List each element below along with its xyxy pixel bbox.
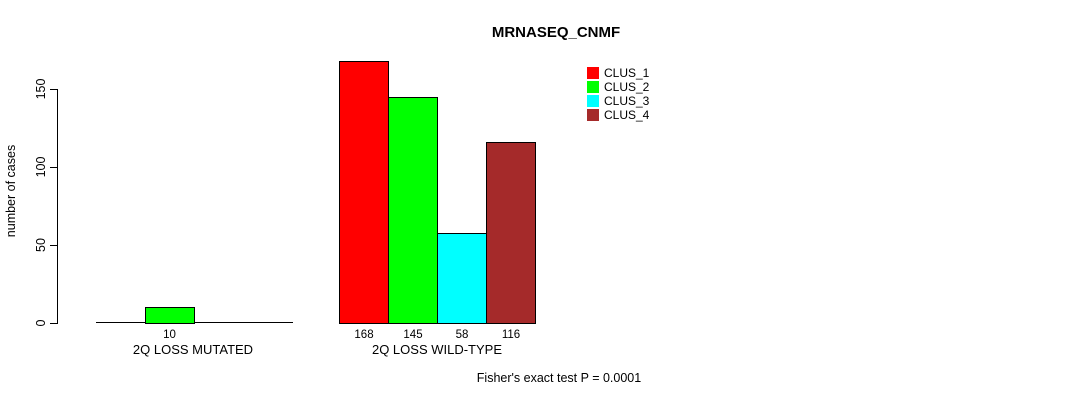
y-axis-tick-label: 100 [34, 156, 48, 178]
legend: CLUS_1 CLUS_2 CLUS_3 CLUS_4 [587, 66, 649, 122]
y-axis-line [57, 89, 58, 324]
legend-label: CLUS_1 [604, 66, 650, 80]
y-axis-tick [50, 88, 57, 90]
y-axis-title: number of cases [4, 144, 18, 238]
y-axis-tick [50, 244, 57, 246]
legend-swatch-icon [587, 109, 599, 121]
y-axis-tick [50, 322, 57, 324]
legend-swatch-icon [587, 67, 599, 79]
bar-clus_2-group1 [144, 307, 195, 324]
legend-label: CLUS_3 [604, 94, 650, 108]
bar-clus_2-group2 [388, 97, 438, 324]
y-axis-tick-label: 50 [34, 238, 48, 252]
bar-value-label: 145 [403, 329, 423, 341]
legend-item: CLUS_4 [587, 108, 649, 122]
bar-clus_3-group2 [437, 233, 487, 324]
legend-swatch-icon [587, 95, 599, 107]
bar-clus_4-group2 [486, 142, 536, 324]
bar-value-label: 116 [501, 329, 521, 341]
legend-label: CLUS_4 [604, 108, 650, 122]
y-axis-tick [50, 166, 57, 168]
group-label-mutated: 2Q LOSS MUTATED [132, 342, 254, 357]
zero-bar-clus_4-group1 [242, 322, 293, 323]
group-label-wild-type: 2Q LOSS WILD-TYPE [371, 342, 503, 357]
legend-item: CLUS_3 [587, 94, 649, 108]
legend-item: CLUS_1 [587, 66, 649, 80]
legend-swatch-icon [587, 81, 599, 93]
y-axis-tick-label: 150 [34, 78, 48, 100]
bar-value-label: 10 [163, 329, 176, 341]
bar-value-label: 168 [354, 329, 374, 341]
chart-title: MRNASEQ_CNMF [491, 24, 621, 41]
y-axis-tick-label: 0 [34, 319, 48, 327]
zero-bar-clus_1-group1 [95, 322, 146, 323]
fisher-test-caption: Fisher's exact test P = 0.0001 [476, 371, 642, 385]
zero-bar-clus_3-group1 [193, 322, 244, 323]
bar-clus_1-group2 [339, 61, 389, 324]
legend-label: CLUS_2 [604, 80, 650, 94]
bar-value-label: 58 [455, 329, 469, 341]
legend-item: CLUS_2 [587, 80, 649, 94]
